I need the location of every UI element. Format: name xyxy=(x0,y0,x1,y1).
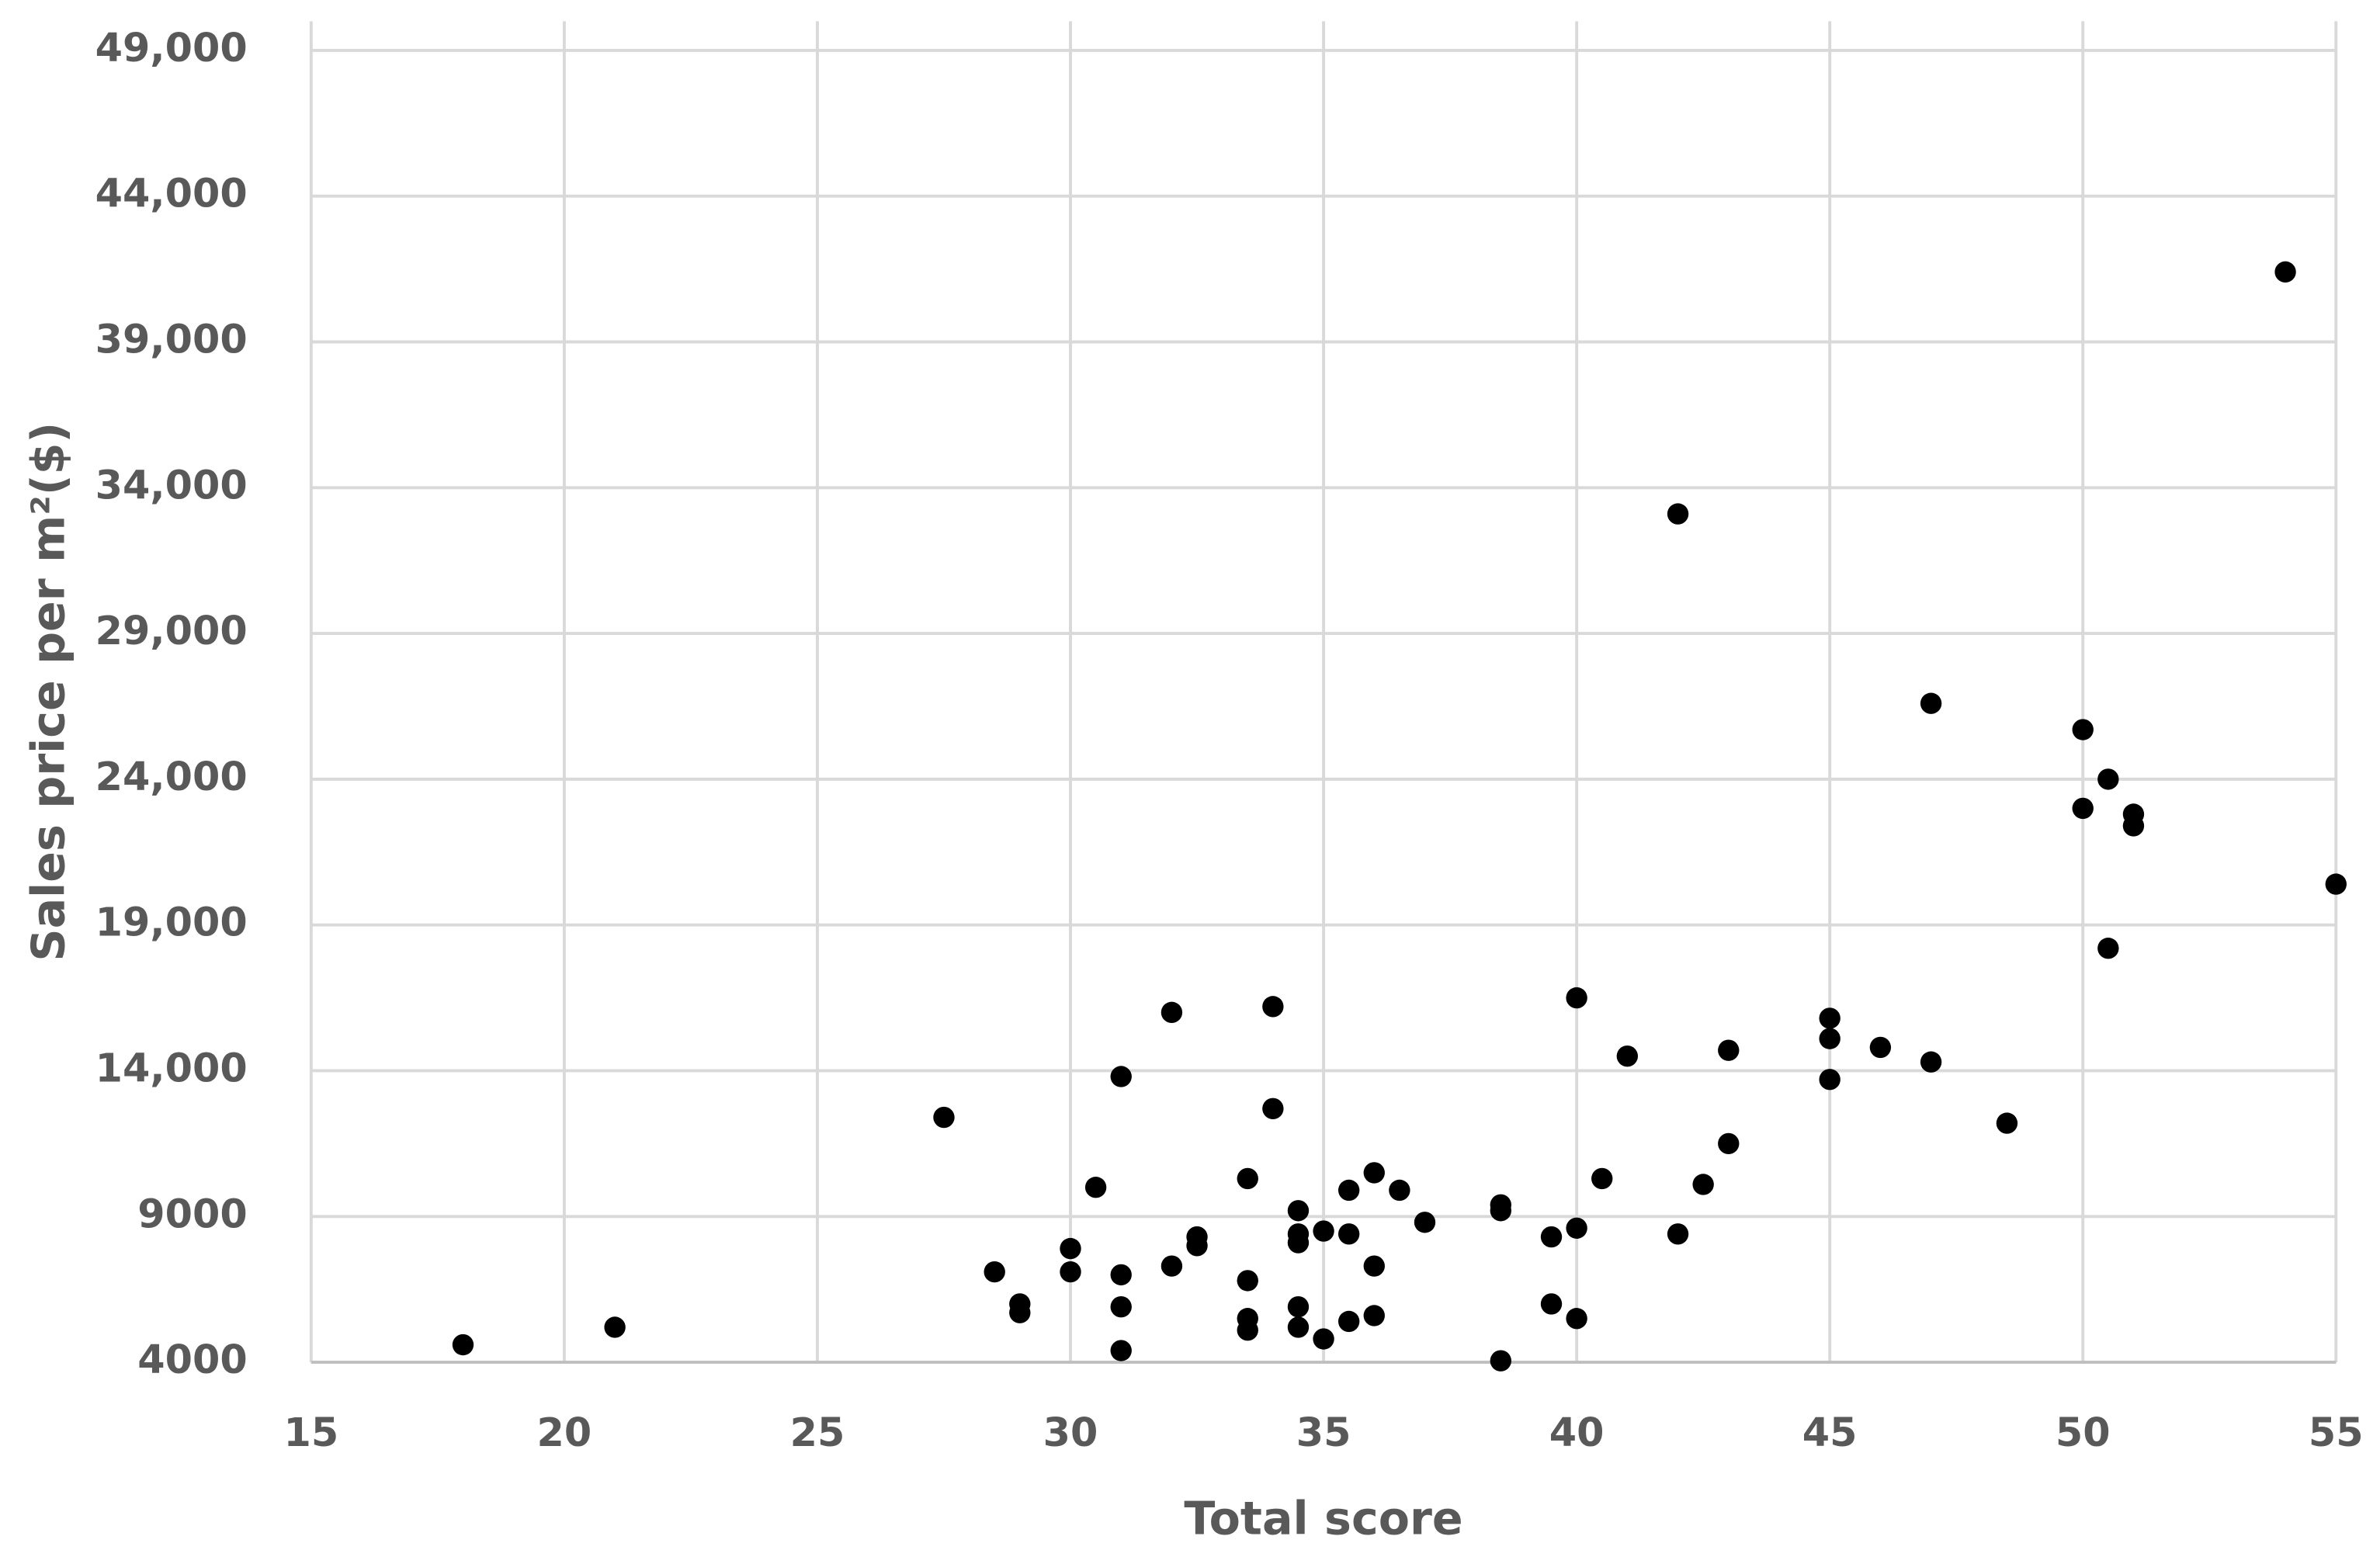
point xyxy=(1287,1232,1310,1254)
y-tick-label: 19,000 xyxy=(95,900,248,945)
point xyxy=(1920,692,1942,714)
y-tick-label: 29,000 xyxy=(95,608,248,654)
point xyxy=(1819,1069,1841,1091)
y-tick-label: 9000 xyxy=(137,1191,247,1236)
point xyxy=(1084,1177,1107,1198)
point xyxy=(1337,1179,1360,1202)
point xyxy=(1566,1217,1587,1239)
point xyxy=(1490,1200,1511,1222)
point xyxy=(1667,503,1689,525)
point xyxy=(1287,1296,1310,1318)
y-axis-title: Sales price per m²($) xyxy=(23,422,75,962)
point xyxy=(2097,938,2119,959)
point xyxy=(1920,1051,1942,1073)
point xyxy=(984,1261,1005,1283)
point xyxy=(1667,1223,1689,1245)
y-tick-label: 24,000 xyxy=(95,754,248,799)
x-tick-label: 15 xyxy=(283,1410,338,1455)
x-tick-label: 55 xyxy=(2309,1410,2364,1455)
x-axis-title: Total score xyxy=(1184,1492,1462,1545)
y-tick-label: 14,000 xyxy=(95,1045,248,1091)
x-tick-label: 40 xyxy=(1549,1410,1605,1455)
point xyxy=(1313,1220,1334,1242)
point xyxy=(1262,1098,1284,1119)
point xyxy=(2122,815,2145,837)
point xyxy=(1819,1007,1841,1029)
point xyxy=(1313,1328,1334,1350)
point xyxy=(2325,873,2347,895)
y-tick-label: 44,000 xyxy=(95,171,248,217)
y-tick-label: 49,000 xyxy=(95,25,248,71)
point xyxy=(1363,1305,1385,1326)
point xyxy=(1566,1308,1587,1330)
point xyxy=(1060,1261,1081,1283)
point xyxy=(1287,1200,1310,1222)
point xyxy=(1363,1162,1385,1184)
x-tick-label: 25 xyxy=(790,1410,845,1455)
point xyxy=(1337,1310,1360,1333)
x-tick-label: 30 xyxy=(1043,1410,1098,1455)
point xyxy=(1692,1174,1714,1195)
point xyxy=(1540,1293,1563,1315)
point xyxy=(1009,1302,1031,1323)
point xyxy=(2097,768,2119,790)
point xyxy=(1110,1066,1132,1087)
point xyxy=(1110,1340,1132,1361)
x-tick-label: 50 xyxy=(2056,1410,2111,1455)
x-tick-label: 20 xyxy=(537,1410,592,1455)
y-tick-label: 34,000 xyxy=(95,462,248,508)
point xyxy=(933,1106,955,1129)
point xyxy=(1237,1270,1258,1292)
point xyxy=(1287,1316,1310,1338)
point xyxy=(1591,1167,1613,1190)
y-tick-label: 4000 xyxy=(137,1337,247,1382)
point xyxy=(1389,1179,1410,1202)
point xyxy=(1237,1167,1258,1190)
point xyxy=(2072,719,2094,740)
point xyxy=(1869,1036,1892,1059)
point xyxy=(1718,1132,1740,1155)
point xyxy=(1060,1237,1081,1260)
x-tick-label: 45 xyxy=(1802,1410,1858,1455)
point xyxy=(452,1333,474,1356)
point xyxy=(1110,1296,1132,1318)
point xyxy=(1262,996,1284,1018)
point xyxy=(1718,1039,1740,1061)
point xyxy=(1110,1264,1132,1286)
point xyxy=(1161,1255,1183,1277)
point xyxy=(1161,1001,1183,1024)
point xyxy=(1237,1320,1258,1341)
point xyxy=(1540,1226,1563,1248)
x-tick-label: 35 xyxy=(1296,1410,1351,1455)
y-tick-label: 39,000 xyxy=(95,317,248,362)
point xyxy=(2072,797,2094,820)
point xyxy=(1363,1255,1385,1277)
point xyxy=(604,1316,626,1338)
point xyxy=(1490,1350,1511,1372)
point xyxy=(1414,1212,1436,1233)
point xyxy=(1566,987,1587,1009)
point xyxy=(1337,1223,1360,1245)
point xyxy=(1616,1046,1639,1067)
point xyxy=(1996,1112,2018,1134)
point xyxy=(1819,1028,1841,1049)
point xyxy=(1186,1235,1208,1257)
point xyxy=(2274,261,2296,283)
